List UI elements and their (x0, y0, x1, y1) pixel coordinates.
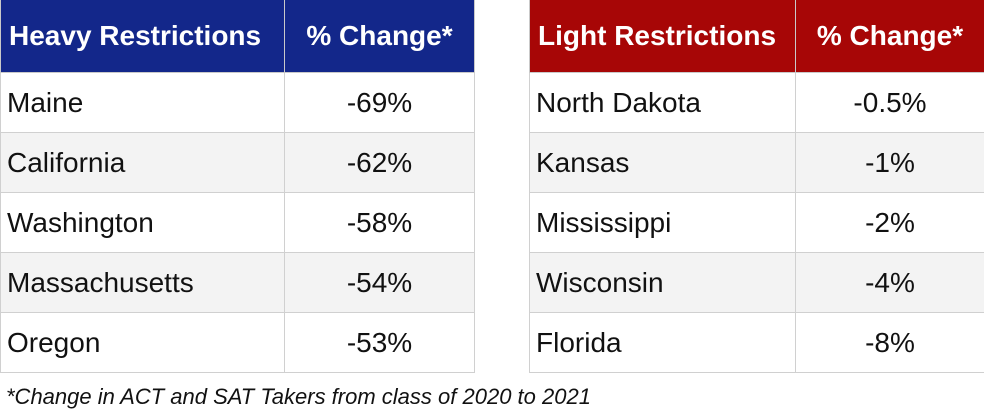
change-cell: -54% (284, 252, 475, 313)
change-cell: -58% (284, 192, 475, 253)
light-restrictions-table: Light Restrictions % Change* North Dakot… (529, 0, 984, 373)
state-cell: Florida (529, 312, 796, 373)
state-cell: Washington (0, 192, 285, 253)
header-light-restrictions: Light Restrictions (529, 0, 796, 73)
footnote: *Change in ACT and SAT Takers from class… (6, 384, 591, 409)
table-header-row: Light Restrictions % Change* (529, 0, 984, 73)
table-row: Mississippi -2% (529, 192, 984, 253)
table-row: Oregon -53% (0, 312, 475, 373)
table-row: North Dakota -0.5% (529, 72, 984, 133)
state-cell: Wisconsin (529, 252, 796, 313)
table-row: Florida -8% (529, 312, 984, 373)
change-cell: -4% (795, 252, 984, 313)
table-row: Massachusetts -54% (0, 252, 475, 313)
header-percent-change: % Change* (795, 0, 984, 73)
heavy-restrictions-table: Heavy Restrictions % Change* Maine -69% … (0, 0, 475, 373)
state-cell: California (0, 132, 285, 193)
change-cell: -53% (284, 312, 475, 373)
header-percent-change: % Change* (284, 0, 475, 73)
table-row: California -62% (0, 132, 475, 193)
table-row: Kansas -1% (529, 132, 984, 193)
state-cell: Massachusetts (0, 252, 285, 313)
state-cell: Mississippi (529, 192, 796, 253)
change-cell: -62% (284, 132, 475, 193)
change-cell: -1% (795, 132, 984, 193)
change-cell: -2% (795, 192, 984, 253)
header-heavy-restrictions: Heavy Restrictions (0, 0, 285, 73)
table-row: Washington -58% (0, 192, 475, 253)
table-header-row: Heavy Restrictions % Change* (0, 0, 475, 73)
change-cell: -0.5% (795, 72, 984, 133)
change-cell: -8% (795, 312, 984, 373)
state-cell: North Dakota (529, 72, 796, 133)
state-cell: Maine (0, 72, 285, 133)
state-cell: Oregon (0, 312, 285, 373)
table-row: Maine -69% (0, 72, 475, 133)
table-row: Wisconsin -4% (529, 252, 984, 313)
change-cell: -69% (284, 72, 475, 133)
state-cell: Kansas (529, 132, 796, 193)
